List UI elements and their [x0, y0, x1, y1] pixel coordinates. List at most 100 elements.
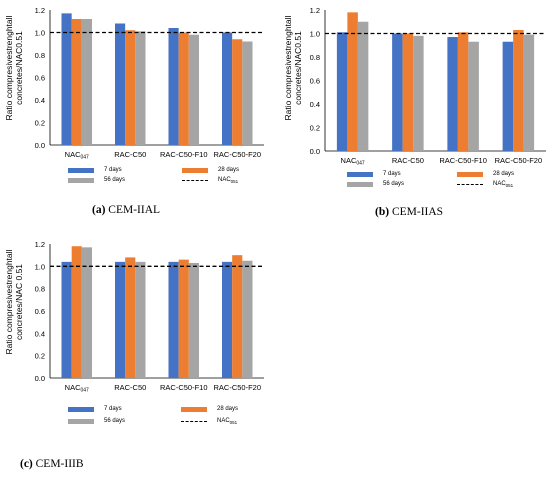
bar-56-days [523, 34, 535, 151]
y-tick-label: 1.2 [35, 6, 45, 15]
y-tick-label: 0.4 [35, 96, 45, 105]
y-tick-label: 0.6 [35, 74, 45, 83]
bar-7-days [447, 37, 458, 151]
legend-label-7-days: 7 days [104, 406, 122, 412]
x-tick-label: NAC047 [65, 150, 89, 161]
bar-28-days [125, 30, 136, 145]
panel-caption: (b) CEM-IIAS [375, 206, 443, 218]
bar-28-days [232, 255, 243, 378]
legend-swatch-7-days [68, 406, 94, 412]
legend-swatch-28-days [181, 406, 207, 412]
bar-7-days [502, 41, 514, 151]
legend-swatch-7-days [68, 167, 94, 173]
legend-item-56-days: 56 days [68, 177, 125, 183]
bar-56-days [468, 41, 479, 151]
bar-28-days [178, 259, 189, 378]
caption-letter: (b) [375, 206, 390, 218]
bar-7-days [222, 261, 233, 378]
x-tick-label: RAC-C50-F20 [495, 156, 543, 165]
caption-letter: (c) [20, 458, 33, 470]
legend-item-28-days: 28 days [182, 167, 239, 173]
y-tick-label: 1.0 [35, 29, 45, 38]
y-tick-label: 1.0 [310, 30, 320, 39]
legend-item-reference: NAC051 [182, 177, 238, 184]
legend-item-28-days: 28 days [457, 171, 514, 177]
x-tick-label: RAC-C50-F10 [160, 383, 208, 392]
legend-item-reference: NAC051 [181, 418, 237, 425]
bar-7-days [168, 28, 179, 145]
x-tick-label: RAC-C50 [114, 383, 146, 392]
legend-label-7-days: 7 days [383, 171, 401, 177]
x-tick-label: RAC-C50-F20 [213, 150, 261, 159]
chart-panel-c: Ratio compresivestrenghtall concretes/NA… [0, 232, 275, 480]
legend-label-reference: NAC051 [217, 418, 238, 426]
x-tick-label: RAC-C50-F20 [213, 383, 261, 392]
legend-item-reference: NAC051 [457, 181, 513, 188]
legend: 7 days 28 days 56 days NAC051 [68, 405, 278, 427]
y-tick-label: 0.2 [35, 119, 45, 128]
bar-56-days [188, 34, 199, 145]
y-tick-label: 0.6 [310, 77, 320, 86]
bar-28-days [71, 246, 82, 378]
y-tick-label: 0.2 [310, 124, 320, 133]
y-tick-label: 0.0 [35, 374, 45, 383]
x-tick-label: RAC-C50 [114, 150, 146, 159]
bar-7-days [392, 33, 403, 151]
legend-dash-reference [182, 180, 208, 182]
chart-panel-b: Ratio compresivestrenghtall concretes/NA… [277, 0, 550, 240]
y-tick-label: 0.2 [35, 352, 45, 361]
panel-caption: (a) CEM-IIAL [92, 204, 160, 216]
chart-panel-a: Ratio compresivestrenghtall concretes/NA… [0, 0, 275, 240]
y-tick-label: 0.8 [35, 285, 45, 294]
x-tick-label: RAC-C50 [392, 156, 424, 165]
bar-28-days [513, 29, 524, 152]
bar-56-days [413, 35, 424, 151]
bar-7-days [61, 13, 72, 145]
legend-item-7-days: 7 days [68, 167, 122, 173]
bar-56-days [81, 19, 92, 145]
legend-item-7-days: 7 days [347, 171, 401, 177]
y-tick-label: 0.8 [310, 53, 320, 62]
x-tick-label: RAC-C50-F10 [160, 150, 208, 159]
y-tick-label: 1.2 [35, 240, 45, 249]
y-tick-label: 0.6 [35, 307, 45, 316]
bar-7-days [168, 261, 179, 378]
bar-7-days [222, 32, 233, 145]
y-tick-label: 1.2 [310, 6, 320, 15]
y-tick-label: 1.0 [35, 262, 45, 271]
bar-56-days [135, 261, 146, 378]
bar-28-days [71, 19, 82, 145]
legend-dash-reference [457, 184, 483, 186]
bar-28-days [232, 39, 243, 145]
x-tick-label: NAC047 [341, 156, 365, 167]
bar-chart-a: 0.0 0.2 0.4 0.6 0.8 1.0 1.2 NAC047 RAC-C50 RAC-C5… [35, 6, 264, 161]
bar-chart-c: 0.0 0.2 0.4 0.6 0.8 1.0 1.2 NAC047 RAC-C50 RAC-C5… [35, 240, 264, 394]
legend-swatch-7-days [347, 171, 373, 177]
bar-56-days [242, 260, 253, 378]
bar-56-days [135, 31, 146, 145]
bar-28-days [125, 257, 136, 378]
y-tick-label: 0.0 [310, 147, 320, 156]
caption-text: CEM-IIAS [389, 206, 444, 218]
legend-item-28-days: 28 days [181, 406, 238, 412]
bar-28-days [457, 32, 469, 152]
legend-swatch-56-days [68, 418, 94, 424]
y-tick-label: 0.4 [35, 329, 45, 338]
caption-text: CEM-IIIB [32, 458, 84, 470]
legend-label-7-days: 7 days [104, 167, 122, 173]
legend-swatch-56-days [347, 181, 373, 187]
bar-56-days [188, 262, 199, 378]
legend: 7 days 28 days 56 days NAC051 [68, 166, 278, 188]
legend-label-reference: NAC051 [493, 181, 514, 189]
legend-label-56-days: 56 days [383, 181, 405, 187]
legend-label-28-days: 28 days [217, 406, 239, 412]
bar-28-days [178, 32, 189, 145]
legend-swatch-28-days [182, 167, 208, 173]
legend-swatch-28-days [457, 171, 483, 177]
legend-label-28-days: 28 days [218, 167, 240, 173]
caption-text: CEM-IIAL [105, 204, 161, 216]
y-tick-label: 0.8 [35, 51, 45, 60]
legend-swatch-56-days [68, 177, 94, 183]
x-tick-label: RAC-C50-F10 [439, 156, 487, 165]
x-tick-label: NAC047 [65, 383, 89, 394]
